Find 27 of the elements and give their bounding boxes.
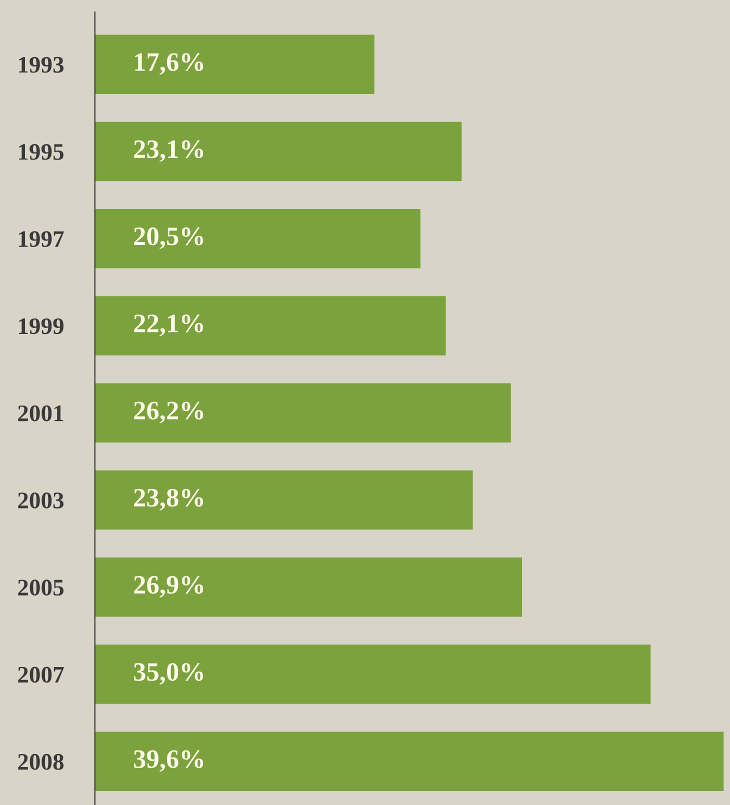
y-tick-label: 1993 bbox=[19, 56, 64, 73]
data-label: 20,5% bbox=[134, 227, 204, 250]
y-tick-label: 2001 bbox=[18, 405, 64, 422]
bar bbox=[94, 470, 473, 530]
bar bbox=[94, 296, 446, 356]
data-label: 23,1% bbox=[134, 140, 204, 162]
data-label: 22,1% bbox=[134, 314, 204, 336]
bar bbox=[94, 558, 522, 617]
data-label: 23,8% bbox=[134, 488, 204, 510]
bar bbox=[94, 34, 374, 94]
y-tick-label: 2005 bbox=[18, 580, 64, 596]
y-tick-label: 1995 bbox=[19, 144, 64, 160]
data-label: 17,6% bbox=[135, 53, 204, 75]
bar bbox=[94, 383, 511, 443]
y-tick-label: 2007 bbox=[18, 666, 64, 683]
data-label: 39,6% bbox=[134, 750, 204, 772]
data-label: 26,9% bbox=[134, 576, 204, 598]
y-tick-label: 2003 bbox=[18, 492, 64, 508]
bar bbox=[94, 644, 651, 704]
y-tick-label: 1997 bbox=[19, 231, 64, 248]
bar bbox=[94, 122, 462, 182]
bar bbox=[94, 209, 420, 268]
bar bbox=[94, 732, 724, 792]
data-label: 35,0% bbox=[134, 663, 204, 685]
y-tick-label: 2008 bbox=[18, 754, 64, 770]
y-tick-label: 1999 bbox=[19, 318, 64, 334]
data-label: 26,2% bbox=[134, 402, 204, 424]
